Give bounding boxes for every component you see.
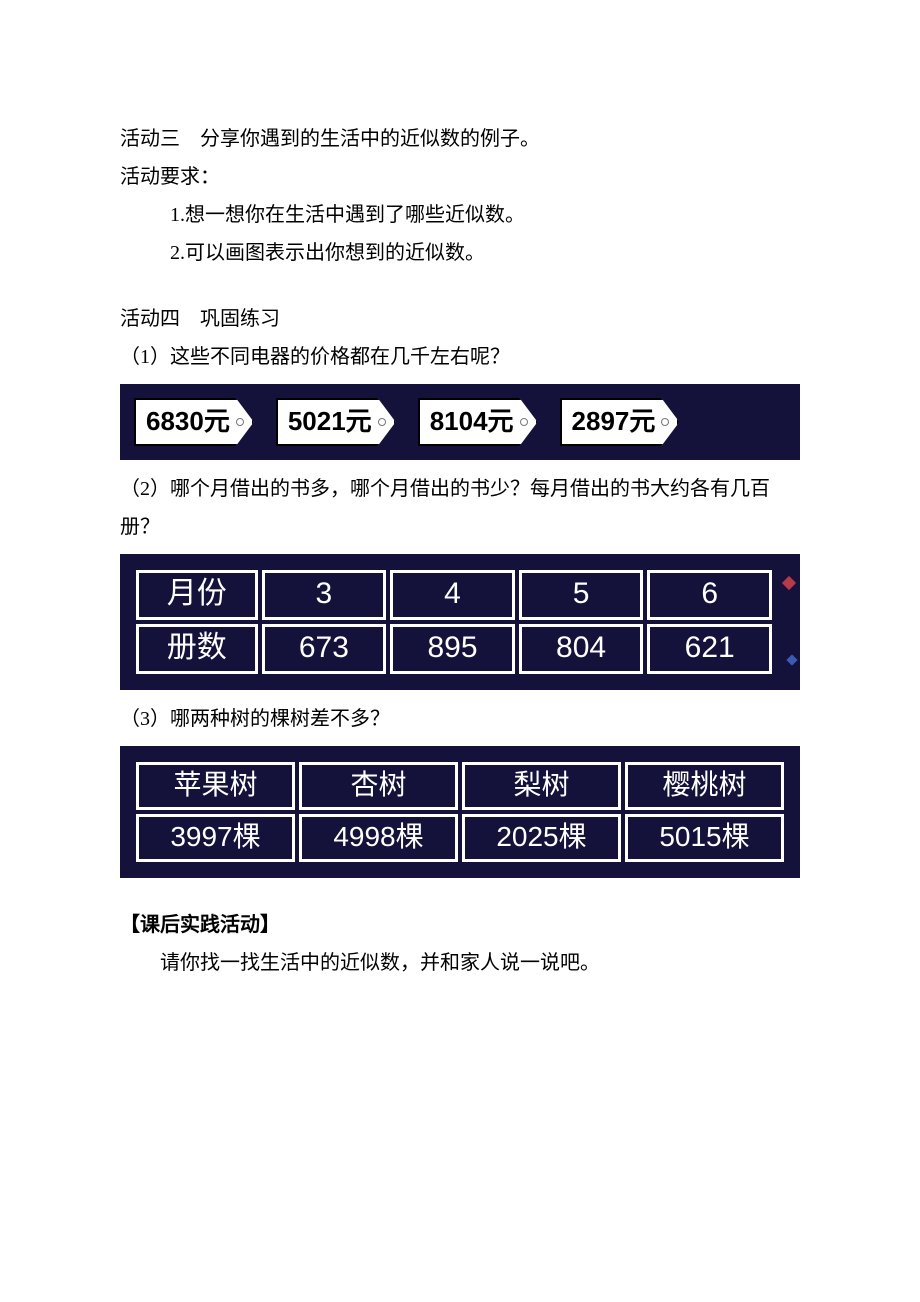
price-value: 2897元 xyxy=(572,397,656,446)
table-row: 册数 673 895 804 621 xyxy=(136,624,772,674)
row-label-month: 月份 xyxy=(136,570,258,620)
tree-header-cell: 樱桃树 xyxy=(625,762,784,810)
table-row: 苹果树 杏树 梨树 樱桃树 xyxy=(136,762,784,810)
activity3-item-2: 2.可以画图表示出你想到的近似数。 xyxy=(170,234,800,272)
month-cell: 6 xyxy=(647,570,772,620)
count-cell: 895 xyxy=(390,624,515,674)
activity3-title: 活动三 分享你遇到的生活中的近似数的例子。 xyxy=(120,120,800,158)
activity3-item-1: 1.想一想你在生活中遇到了哪些近似数。 xyxy=(170,196,800,234)
price-tag: 6830元 xyxy=(134,398,254,446)
activity4-title: 活动四 巩固练习 xyxy=(120,300,800,338)
price-tag-strip: 6830元 5021元 8104元 2897元 xyxy=(120,384,800,460)
price-value: 8104元 xyxy=(430,397,514,446)
price-tag: 8104元 xyxy=(418,398,538,446)
tree-value-cell: 2025棵 xyxy=(462,814,621,862)
spacer xyxy=(120,888,800,906)
count-cell: 673 xyxy=(262,624,387,674)
tag-hole-icon xyxy=(378,418,386,426)
table-row: 月份 3 4 5 6 xyxy=(136,570,772,620)
month-cell: 3 xyxy=(262,570,387,620)
tree-value-cell: 5015棵 xyxy=(625,814,784,862)
books-table-strip: 月份 3 4 5 6 册数 673 895 804 621 xyxy=(120,554,800,690)
tree-header-cell: 苹果树 xyxy=(136,762,295,810)
table-row: 3997棵 4998棵 2025棵 5015棵 xyxy=(136,814,784,862)
month-cell: 5 xyxy=(519,570,644,620)
price-tag: 2897元 xyxy=(560,398,680,446)
price-value: 5021元 xyxy=(288,397,372,446)
tree-header-cell: 杏树 xyxy=(299,762,458,810)
question-1: （1）这些不同电器的价格都在几千左右呢？ xyxy=(120,338,800,376)
month-cell: 4 xyxy=(390,570,515,620)
books-table: 月份 3 4 5 6 册数 673 895 804 621 xyxy=(132,566,776,678)
price-value: 6830元 xyxy=(146,397,230,446)
question-3: （3）哪两种树的棵树差不多？ xyxy=(120,700,800,738)
question-2: （2）哪个月借出的书多，哪个月借出的书少？每月借出的书大约各有几百册？ xyxy=(120,470,800,546)
count-cell: 804 xyxy=(519,624,644,674)
tree-table-strip: 苹果树 杏树 梨树 樱桃树 3997棵 4998棵 2025棵 5015棵 xyxy=(120,746,800,878)
activity3-req-label: 活动要求： xyxy=(120,158,800,196)
tree-table: 苹果树 杏树 梨树 樱桃树 3997棵 4998棵 2025棵 5015棵 xyxy=(132,758,788,866)
row-label-count: 册数 xyxy=(136,624,258,674)
tree-header-cell: 梨树 xyxy=(462,762,621,810)
tree-value-cell: 3997棵 xyxy=(136,814,295,862)
count-cell: 621 xyxy=(647,624,772,674)
tree-value-cell: 4998棵 xyxy=(299,814,458,862)
post-practice-text: 请你找一找生活中的近似数，并和家人说一说吧。 xyxy=(160,944,800,982)
tag-hole-icon xyxy=(236,418,244,426)
post-practice-heading: 【课后实践活动】 xyxy=(120,906,800,944)
tag-hole-icon xyxy=(520,418,528,426)
document-page: 活动三 分享你遇到的生活中的近似数的例子。 活动要求： 1.想一想你在生活中遇到… xyxy=(0,0,920,982)
spacer xyxy=(120,272,800,300)
tag-hole-icon xyxy=(661,418,669,426)
price-tag: 5021元 xyxy=(276,398,396,446)
